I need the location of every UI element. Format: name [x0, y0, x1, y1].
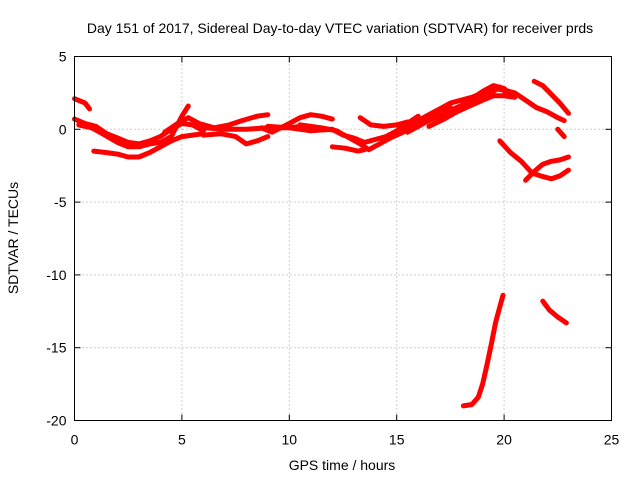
y-tick-label: -10 — [46, 267, 66, 283]
series-layer — [72, 78, 571, 409]
x-axis-label: GPS time / hours — [289, 457, 396, 473]
series-arc-c — [76, 103, 191, 150]
x-tick-label: 0 — [71, 432, 79, 448]
series-arc-d — [91, 131, 206, 160]
series-arc-p — [404, 83, 513, 135]
y-tick-label: -15 — [46, 340, 66, 356]
y-tick-label: -20 — [46, 413, 66, 429]
series-arc-o — [426, 93, 518, 129]
series-arc-h — [258, 112, 335, 135]
x-tick-label: 10 — [282, 432, 298, 448]
series-arc-u — [460, 292, 506, 409]
series-arc-s — [497, 138, 571, 182]
series-arc-t — [523, 154, 571, 183]
axis-layer: 0 5 10 15 20 25 5 0 -5 -10 -15 -20 — [46, 49, 619, 448]
grid-layer — [74, 56, 612, 421]
y-tick-label: -5 — [54, 194, 67, 210]
series-arc-a — [72, 96, 92, 112]
series-arc-l — [357, 115, 421, 129]
series-arc-q — [531, 78, 571, 116]
x-tick-label: 15 — [389, 432, 405, 448]
series-arc-r — [555, 126, 567, 140]
series-arc-v — [540, 298, 569, 326]
y-axis-label: SDTVAR / TECUs — [5, 182, 21, 294]
x-tick-label: 20 — [496, 432, 512, 448]
series-arc-k — [329, 144, 367, 154]
y-tick-label: 5 — [59, 49, 67, 65]
x-tick-label: 5 — [178, 432, 186, 448]
series-arc-i — [265, 113, 421, 145]
chart-title: Day 151 of 2017, Sidereal Day-to-day VTE… — [87, 20, 593, 36]
y-tick-label: 0 — [59, 121, 67, 137]
x-tick-label: 25 — [604, 432, 620, 448]
plot-frame — [74, 56, 612, 421]
series-arc-f — [200, 131, 271, 147]
